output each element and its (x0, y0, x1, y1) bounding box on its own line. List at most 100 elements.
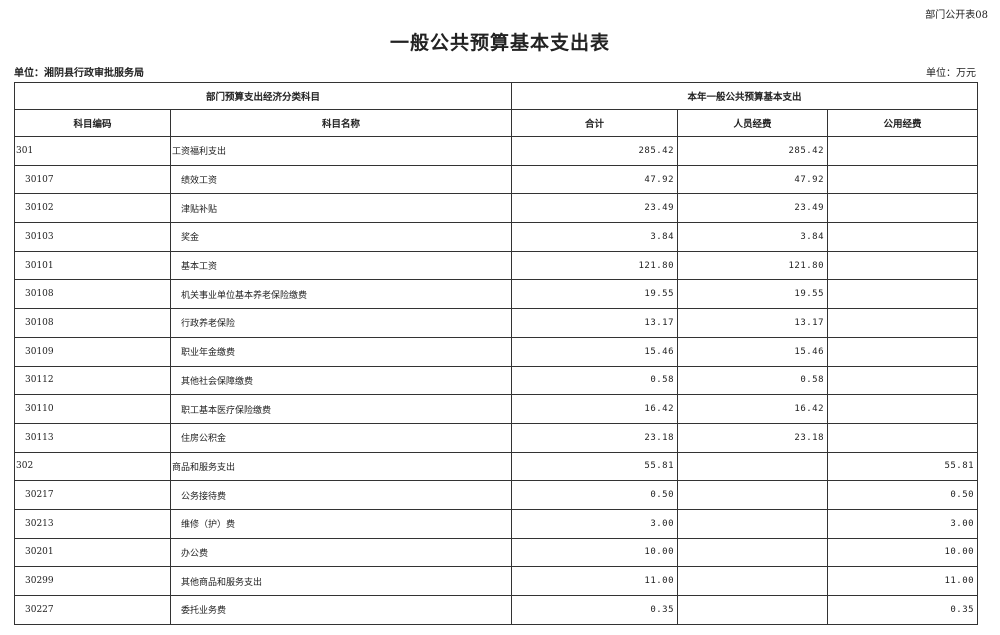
cell-personnel: 285.42 (677, 136, 829, 166)
cell-total: 3.00 (511, 508, 679, 539)
cell-total: 10.00 (511, 537, 679, 568)
cell-code: 30108 (14, 279, 171, 310)
cell-personnel: 23.18 (677, 422, 829, 453)
table-row: 30103 奖金 3.84 3.84 (14, 222, 979, 252)
header-code: 科目编码 (14, 109, 171, 137)
cell-public: 0.35 (827, 595, 979, 625)
cell-public (827, 365, 979, 396)
cell-personnel: 16.42 (677, 394, 829, 424)
cell-code: 30101 (14, 250, 171, 281)
cell-public (827, 279, 979, 310)
cell-personnel (677, 566, 829, 596)
cell-total: 0.35 (511, 595, 679, 625)
cell-code: 30112 (14, 365, 171, 396)
cell-code: 30113 (14, 422, 171, 453)
cell-code: 30227 (14, 595, 171, 625)
cell-total: 121.80 (511, 250, 679, 281)
cell-code: 30201 (14, 537, 171, 568)
header-total: 合计 (511, 109, 679, 137)
cell-total: 55.81 (511, 451, 679, 482)
cell-name: 职工基本医疗保险缴费 (169, 394, 513, 424)
cell-name: 奖金 (169, 222, 513, 252)
header-name: 科目名称 (169, 109, 513, 137)
cell-code: 30299 (14, 566, 171, 596)
cell-name: 住房公积金 (169, 422, 513, 453)
cell-personnel: 0.58 (677, 365, 829, 396)
cell-name: 维修（护）费 (169, 508, 513, 539)
cell-personnel (677, 537, 829, 568)
table-row: 30217 公务接待费 0.50 0.50 (14, 480, 979, 510)
cell-public: 11.00 (827, 566, 979, 596)
cell-code: 30107 (14, 164, 171, 195)
cell-public (827, 394, 979, 424)
cell-total: 23.49 (511, 193, 679, 224)
table-row: 30227 委托业务费 0.35 0.35 (14, 595, 979, 625)
header-basic-expenditure: 本年一般公共预算基本支出 (511, 82, 979, 110)
table-row: 30113 住房公积金 23.18 23.18 (14, 422, 979, 453)
header-economic-classification: 部门预算支出经济分类科目 (13, 82, 513, 110)
cell-public: 0.50 (827, 480, 979, 510)
cell-total: 11.00 (511, 566, 679, 596)
cell-name: 行政养老保险 (169, 308, 513, 338)
cell-name: 办公费 (169, 537, 513, 568)
cell-public (827, 164, 979, 195)
table-row: 30102 津贴补贴 23.49 23.49 (14, 193, 979, 224)
table-row: 30107 绩效工资 47.92 47.92 (14, 164, 979, 195)
cell-name: 工资福利支出 (169, 136, 513, 166)
form-number: 部门公开表08 (925, 10, 988, 21)
cell-personnel (677, 508, 829, 539)
table-row: 30109 职业年金缴费 15.46 15.46 (14, 336, 979, 367)
cell-code: 30213 (14, 508, 171, 539)
budget-table: 部门预算支出经济分类科目 本年一般公共预算基本支出 科目编码 科目名称 合计 人… (13, 82, 979, 625)
cell-personnel: 13.17 (677, 308, 829, 338)
header-row: 科目编码 科目名称 合计 人员经费 公用经费 (14, 109, 979, 137)
cell-public: 10.00 (827, 537, 979, 568)
cell-code: 30102 (14, 193, 171, 224)
cell-code: 30103 (14, 222, 171, 252)
cell-code: 301 (14, 136, 171, 166)
cell-code: 30217 (14, 480, 171, 510)
cell-name: 商品和服务支出 (169, 451, 513, 482)
cell-total: 47.92 (511, 164, 679, 195)
cell-public (827, 308, 979, 338)
cell-name: 职业年金缴费 (169, 336, 513, 367)
cell-name: 机关事业单位基本养老保险缴费 (169, 279, 513, 310)
cell-personnel: 47.92 (677, 164, 829, 195)
cell-personnel (677, 595, 829, 625)
cell-personnel (677, 480, 829, 510)
cell-public (827, 336, 979, 367)
table-row: 30213 维修（护）费 3.00 3.00 (14, 508, 979, 539)
cell-total: 0.58 (511, 365, 679, 396)
cell-personnel: 121.80 (677, 250, 829, 281)
header-personnel: 人员经费 (677, 109, 829, 137)
cell-personnel: 23.49 (677, 193, 829, 224)
cell-personnel (677, 451, 829, 482)
page-title: 一般公共预算基本支出表 (389, 32, 610, 54)
table-row: 30110 职工基本医疗保险缴费 16.42 16.42 (14, 394, 979, 424)
table-row: 30299 其他商品和服务支出 11.00 11.00 (14, 566, 979, 596)
cell-name: 委托业务费 (169, 595, 513, 625)
cell-name: 津贴补贴 (169, 193, 513, 224)
cell-total: 285.42 (511, 136, 679, 166)
cell-name: 基本工资 (169, 250, 513, 281)
cell-code: 302 (14, 451, 171, 482)
cell-public: 55.81 (827, 451, 979, 482)
table-row: 301 工资福利支出 285.42 285.42 (14, 136, 979, 166)
table-row: 30101 基本工资 121.80 121.80 (14, 250, 979, 281)
cell-public (827, 422, 979, 453)
cell-code: 30109 (14, 336, 171, 367)
cell-public (827, 222, 979, 252)
cell-total: 0.50 (511, 480, 679, 510)
cell-public (827, 250, 979, 281)
table-row: 302 商品和服务支出 55.81 55.81 (14, 451, 979, 482)
table-row: 30112 其他社会保障缴费 0.58 0.58 (14, 365, 979, 396)
cell-name: 公务接待费 (169, 480, 513, 510)
table-row: 30108 行政养老保险 13.17 13.17 (14, 308, 979, 338)
cell-personnel: 15.46 (677, 336, 829, 367)
table-row: 30108 机关事业单位基本养老保险缴费 19.55 19.55 (14, 279, 979, 310)
header-group-row: 部门预算支出经济分类科目 本年一般公共预算基本支出 (13, 82, 979, 110)
header-public: 公用经费 (827, 109, 979, 137)
table-row: 30201 办公费 10.00 10.00 (14, 537, 979, 568)
unit-currency: 单位：万元 (926, 68, 976, 79)
cell-total: 15.46 (511, 336, 679, 367)
